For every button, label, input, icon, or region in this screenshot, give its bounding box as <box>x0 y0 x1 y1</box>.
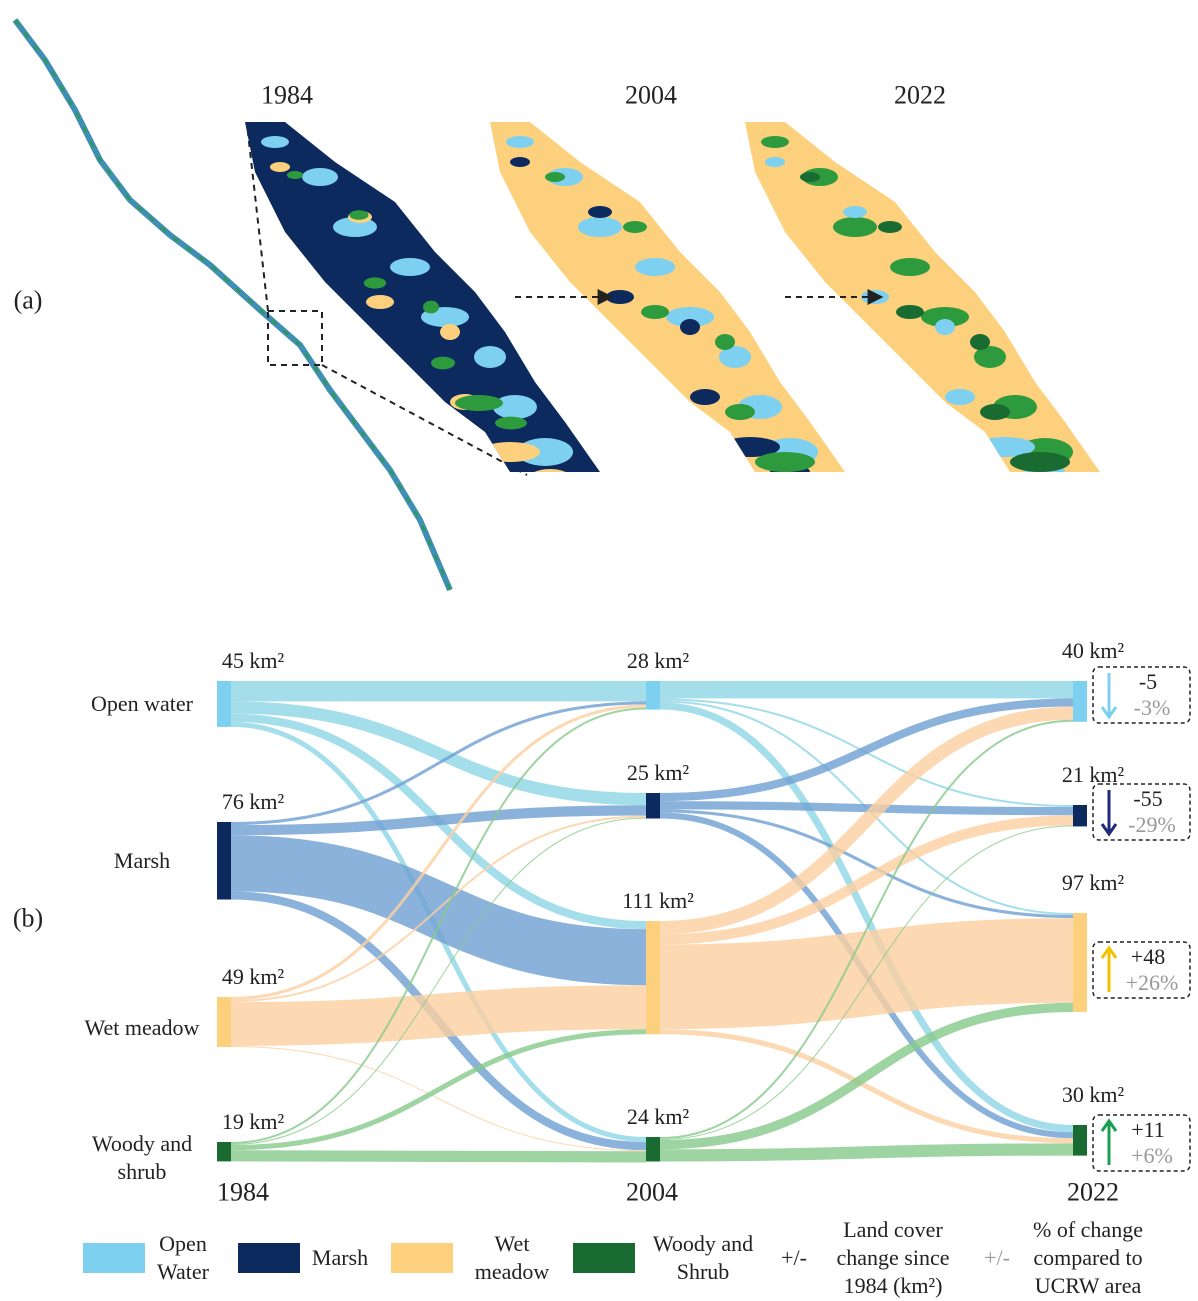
legend-label: Open Water <box>157 1231 209 1284</box>
legend-swatch <box>391 1243 453 1273</box>
node-value-label: 24 km² <box>626 1104 690 1129</box>
stage-label: 2004 <box>626 1177 678 1207</box>
zoom-box <box>267 310 323 366</box>
change-box <box>1092 783 1191 841</box>
zoom-line <box>246 123 269 312</box>
map-year: 2004 <box>625 80 677 110</box>
stage-label: 1984 <box>217 1177 269 1207</box>
change-pct-label: +26% <box>1125 970 1179 995</box>
flow-link <box>659 825 1074 1141</box>
map-year: 2022 <box>894 80 946 110</box>
legend-swatch <box>83 1243 145 1273</box>
stage-label: 2022 <box>1067 1177 1119 1207</box>
flow-link <box>230 805 647 836</box>
legend-label: Wet meadow <box>474 1231 550 1284</box>
change-label: -55 <box>1133 786 1163 811</box>
flow-link <box>230 704 647 1001</box>
node <box>1073 805 1087 827</box>
node <box>646 793 660 819</box>
flow-link <box>659 815 1074 945</box>
category-label: Wet meadow <box>84 1014 200 1040</box>
legend-sign: +/- <box>984 1245 1010 1270</box>
flow-link <box>230 1045 647 1152</box>
legend-sign: +/- <box>781 1245 807 1270</box>
map-year: 1984 <box>261 80 313 110</box>
change-pct-label: +6% <box>1131 1143 1173 1168</box>
flow-link <box>230 701 647 806</box>
flow-link <box>659 698 1074 802</box>
node <box>217 1142 231 1162</box>
node <box>1073 1125 1087 1156</box>
flow-link <box>230 707 647 1145</box>
flow-link <box>659 1002 1074 1150</box>
legend-label: Woody and Shrub <box>652 1231 754 1284</box>
legend-note: Land cover change since 1984 (km²) <box>836 1217 950 1298</box>
zoom-line <box>321 364 528 476</box>
node <box>217 681 231 727</box>
node <box>217 822 231 900</box>
flow-link <box>230 815 647 1003</box>
legend-swatch <box>238 1243 300 1273</box>
flow-link <box>659 1143 1074 1162</box>
category-label: Woody and shrub <box>91 1130 193 1184</box>
change-arrow <box>1100 945 1118 992</box>
legend-label: Marsh <box>311 1245 369 1270</box>
node <box>646 1137 660 1162</box>
node-value-label: 45 km² <box>221 648 285 673</box>
change-pct-label: -29% <box>1128 812 1176 837</box>
node-value-label: 97 km² <box>1061 870 1125 895</box>
change-pct-label: -3% <box>1133 695 1171 720</box>
flow-link <box>659 809 1074 919</box>
panel-label: (a) <box>13 285 43 315</box>
legend-swatch <box>573 1243 635 1273</box>
flow-link <box>230 985 647 1046</box>
node-value-label: 40 km² <box>1061 638 1125 663</box>
node-value-label: 28 km² <box>626 648 690 673</box>
node <box>1073 681 1087 722</box>
category-label: Open water <box>90 690 194 716</box>
change-box <box>1092 666 1191 724</box>
node-value-label: 21 km² <box>1061 762 1125 787</box>
category-label: Marsh <box>113 847 171 873</box>
node-value-label: 19 km² <box>221 1109 285 1134</box>
node <box>646 681 660 710</box>
node-value-label: 111 km² <box>622 888 694 913</box>
flow-link <box>230 1029 647 1151</box>
flow-link <box>659 918 1074 1030</box>
node-value-label: 49 km² <box>221 964 285 989</box>
node <box>217 997 231 1047</box>
flow-link <box>659 706 1074 935</box>
flow-link <box>659 702 1074 1133</box>
flow-link <box>659 801 1074 816</box>
panel-label: (b) <box>12 903 44 933</box>
node <box>646 921 660 1035</box>
flow-link <box>230 817 647 1146</box>
change-box <box>1092 1114 1191 1172</box>
change-label: +11 <box>1131 1117 1165 1142</box>
flow-link <box>230 701 647 826</box>
change-arrow <box>1100 673 1118 720</box>
node-value-label: 76 km² <box>221 789 285 814</box>
node-value-label: 30 km² <box>1061 1082 1125 1107</box>
change-label: -5 <box>1138 669 1158 694</box>
change-box <box>1092 941 1191 999</box>
flow-link <box>659 1029 1074 1144</box>
legend-note: % of change compared to UCRW area <box>1033 1217 1143 1298</box>
flow-link <box>230 1150 647 1163</box>
node-value-label: 25 km² <box>626 760 690 785</box>
flow-link <box>659 719 1074 1140</box>
river-overview-veg <box>14 19 451 591</box>
change-arrow <box>1100 1118 1118 1165</box>
flow-link <box>230 835 647 986</box>
node <box>1073 913 1087 1012</box>
change-label: +48 <box>1130 944 1166 969</box>
change-arrow <box>1100 790 1118 837</box>
